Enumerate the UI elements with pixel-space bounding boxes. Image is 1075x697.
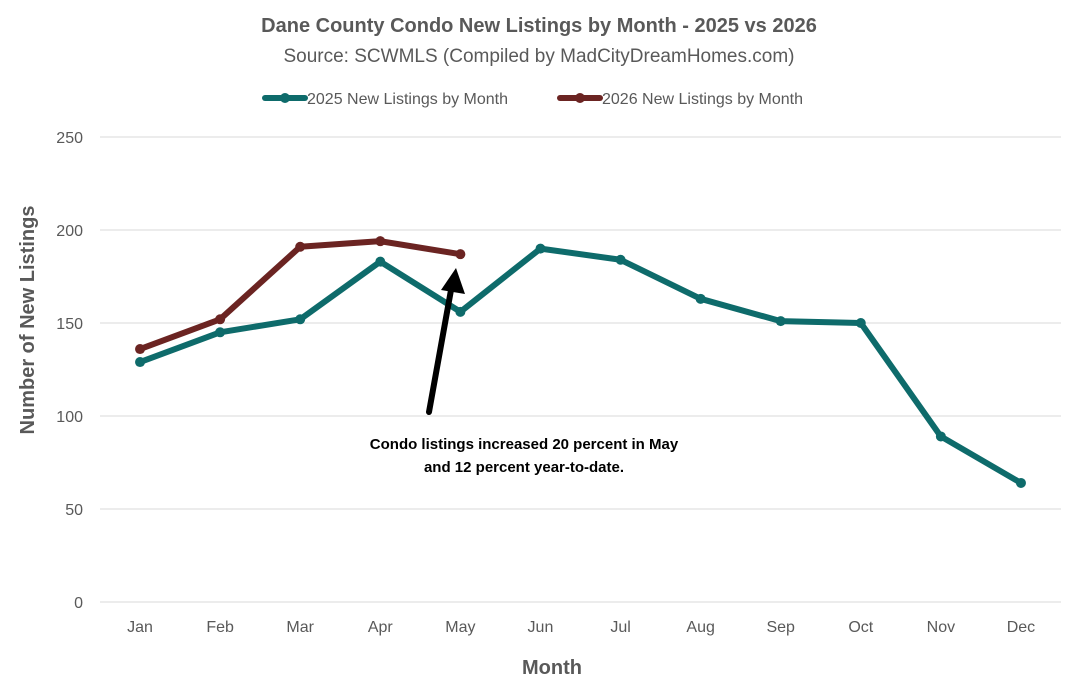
series-layer <box>135 236 1026 488</box>
data-point <box>775 316 786 327</box>
legend-swatch-marker <box>280 93 290 103</box>
x-tick-label: Nov <box>927 619 955 636</box>
annotation-arrow-head <box>441 268 465 294</box>
data-point <box>295 314 306 325</box>
series-2 <box>135 236 466 355</box>
y-tick-label: 150 <box>56 316 83 333</box>
annotation-text-line-2: and 12 percent year-to-date. <box>424 459 624 476</box>
y-axis-ticks: 0 50 100 150 200 250 <box>56 130 83 612</box>
annotation-arrow-shaft <box>426 287 454 415</box>
series-line <box>137 238 464 353</box>
annotation: Condo listings increased 20 percent in M… <box>370 268 679 476</box>
series-1 <box>135 243 1026 488</box>
legend-swatch-marker <box>575 93 585 103</box>
y-tick-label: 100 <box>56 409 83 426</box>
data-point <box>535 243 546 254</box>
data-point <box>455 249 466 260</box>
x-axis-title: Month <box>522 657 582 679</box>
data-point <box>135 357 146 368</box>
data-point <box>695 293 706 304</box>
y-tick-label: 50 <box>65 502 83 519</box>
data-point <box>135 344 146 355</box>
x-tick-label: Jul <box>610 619 630 636</box>
x-tick-label: Jun <box>528 619 554 636</box>
data-point <box>295 241 306 252</box>
x-tick-label: Oct <box>848 619 873 636</box>
y-tick-label: 200 <box>56 223 83 240</box>
x-tick-label: Dec <box>1007 619 1035 636</box>
data-point <box>935 431 946 442</box>
x-tick-label: Feb <box>206 619 234 636</box>
data-point <box>215 327 226 338</box>
legend-label: 2025 New Listings by Month <box>307 91 508 108</box>
x-tick-label: Sep <box>766 619 795 636</box>
data-point <box>375 236 386 247</box>
x-tick-label: Mar <box>286 619 314 636</box>
data-point <box>1015 477 1026 488</box>
annotation-text-line-1: Condo listings increased 20 percent in M… <box>370 436 679 453</box>
chart-title: Dane County Condo New Listings by Month … <box>261 15 817 37</box>
x-tick-label: Aug <box>686 619 714 636</box>
data-point <box>215 314 226 325</box>
y-axis-title: Number of New Listings <box>17 206 39 435</box>
x-tick-label: May <box>445 619 475 636</box>
x-tick-label: Apr <box>368 619 394 636</box>
legend: 2025 New Listings by Month 2026 New Listi… <box>262 91 803 108</box>
series-line <box>137 245 1024 486</box>
gridlines <box>100 136 1061 603</box>
y-tick-label: 0 <box>74 595 83 612</box>
chart-subtitle: Source: SCWMLS (Compiled by MadCityDream… <box>283 46 794 67</box>
legend-item: 2026 New Listings by Month <box>557 91 803 108</box>
x-tick-label: Jan <box>127 619 153 636</box>
legend-item: 2025 New Listings by Month <box>262 91 508 108</box>
data-point <box>375 256 386 267</box>
data-point <box>455 306 466 317</box>
x-axis-ticks: Jan Feb Mar Apr May Jun Jul Aug Sep Oct Nov Dec <box>127 619 1035 636</box>
data-point <box>615 254 626 265</box>
legend-label: 2026 New Listings by Month <box>602 91 803 108</box>
y-tick-label: 250 <box>56 130 83 147</box>
data-point <box>855 318 866 328</box>
